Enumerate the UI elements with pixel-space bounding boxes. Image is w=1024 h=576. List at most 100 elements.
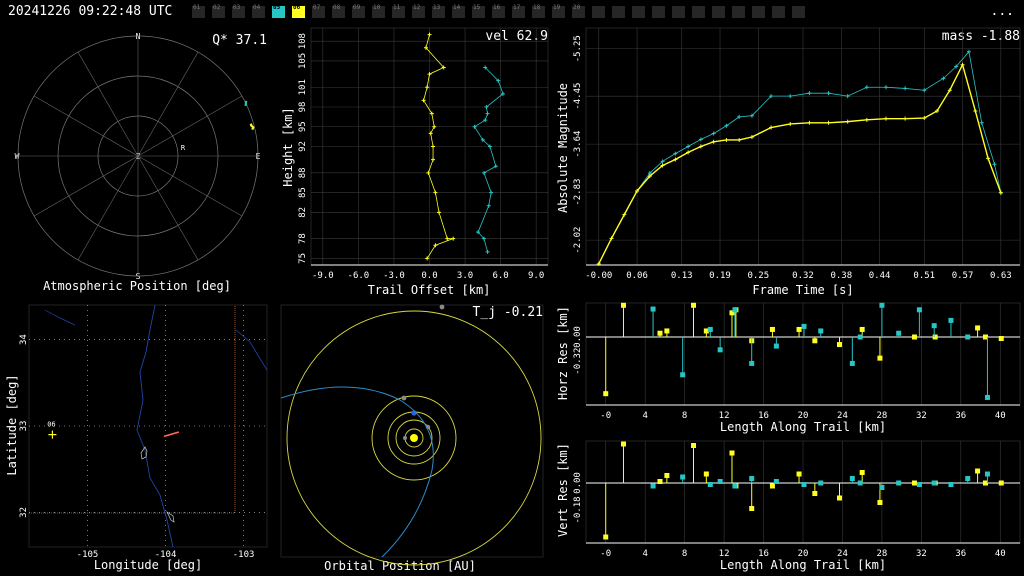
camera-button-slot-31[interactable] bbox=[792, 6, 805, 18]
camera-button-05[interactable]: 05 bbox=[272, 4, 285, 18]
orbit-xlabel: Orbital Position [AU] bbox=[324, 559, 476, 573]
planet-mars bbox=[401, 395, 407, 401]
atmospheric-position-plot[interactable]: Q* 37.1 Atmospheric Position [deg] N S E… bbox=[15, 32, 267, 293]
camera-button-11[interactable]: 11 bbox=[392, 4, 405, 18]
residual-marker-06 bbox=[932, 334, 938, 340]
camera-button-02[interactable]: 02 bbox=[212, 4, 225, 18]
lightcurve-point-06 bbox=[903, 116, 908, 121]
residual-marker-06 bbox=[975, 325, 981, 331]
y-tick-label: 0.00 bbox=[573, 326, 583, 348]
trail-point-05 bbox=[472, 124, 477, 129]
residual-marker-05 bbox=[931, 323, 937, 329]
trail-point-06 bbox=[425, 85, 430, 90]
camera-button-slot-25[interactable] bbox=[672, 6, 685, 18]
x-tick-label: 0.13 bbox=[671, 271, 693, 281]
residual-marker-05 bbox=[916, 482, 922, 487]
magnitude-plot[interactable]: mass -1.88 Frame Time [s] Absolute Magni… bbox=[556, 27, 1021, 297]
camera-button-13[interactable]: 13 bbox=[432, 4, 445, 18]
residual-marker-05 bbox=[749, 476, 755, 481]
camera-button-18[interactable]: 18 bbox=[532, 4, 545, 18]
x-tick-label: 16 bbox=[758, 549, 769, 559]
vertical-residual-plot[interactable]: Length Along Trail [km] Vert Res [km] -0… bbox=[556, 440, 1021, 572]
ground-track bbox=[163, 431, 180, 438]
orbital-position-plot[interactable]: T_j -0.21 Orbital Position [AU] bbox=[280, 304, 544, 573]
residual-marker-05 bbox=[650, 483, 656, 489]
vert-ylabel: Vert Res [km] bbox=[556, 443, 570, 537]
x-tick-label: 0.38 bbox=[830, 271, 852, 281]
more-menu-button[interactable]: ... bbox=[990, 4, 1014, 19]
camera-button-09[interactable]: 09 bbox=[352, 4, 365, 18]
camera-button-17[interactable]: 17 bbox=[512, 4, 525, 18]
residual-marker-05 bbox=[732, 483, 738, 489]
camera-button-16[interactable]: 16 bbox=[492, 4, 505, 18]
camera-button-12[interactable]: 12 bbox=[412, 4, 425, 18]
lightcurve-point-06 bbox=[647, 174, 652, 179]
y-tick-label: 108 bbox=[298, 33, 308, 49]
camera-button-slot-26[interactable] bbox=[692, 6, 705, 18]
x-tick-label: 36 bbox=[955, 549, 966, 559]
trail-point-05 bbox=[480, 137, 485, 142]
camera-button-07[interactable]: 07 bbox=[312, 4, 325, 18]
camera-button-14[interactable]: 14 bbox=[452, 4, 465, 18]
y-tick-label: 0.00 bbox=[573, 472, 583, 494]
camera-button-04[interactable]: 04 bbox=[252, 4, 265, 18]
station-label: 06 bbox=[47, 421, 55, 429]
x-tick-label: 32 bbox=[916, 549, 927, 559]
residual-marker-06 bbox=[729, 450, 735, 456]
lightcurve-point-06 bbox=[622, 212, 627, 217]
camera-button-slot-23[interactable] bbox=[632, 6, 645, 18]
x-tick-label: 4 bbox=[642, 549, 647, 559]
camera-button-slot-30[interactable] bbox=[772, 6, 785, 18]
horizontal-residual-plot[interactable]: Length Along Trail [km] Horz Res [km] -0… bbox=[556, 302, 1021, 434]
camera-button-slot-21[interactable] bbox=[592, 6, 605, 18]
trail-point-06 bbox=[428, 131, 433, 136]
planet-jupiter bbox=[439, 304, 445, 310]
lightcurve-point-05 bbox=[769, 94, 774, 99]
camera-button-slot-28[interactable] bbox=[732, 6, 745, 18]
y-tick-label: 33 bbox=[19, 421, 29, 432]
camera-button-label: 19 bbox=[553, 4, 561, 11]
lightcurve-point-05 bbox=[922, 88, 927, 93]
camera-button-03[interactable]: 03 bbox=[232, 4, 245, 18]
y-tick-label: 75 bbox=[298, 253, 308, 264]
lightcurve-point-06 bbox=[973, 108, 978, 113]
camera-button-slot-27[interactable] bbox=[712, 6, 725, 18]
residual-marker-05 bbox=[896, 330, 902, 336]
x-tick-label: 32 bbox=[916, 411, 927, 421]
camera-button-slot-29[interactable] bbox=[752, 6, 765, 18]
camera-button-slot-22[interactable] bbox=[612, 6, 625, 18]
lightcurve-point-05 bbox=[673, 151, 678, 156]
camera-button-19[interactable]: 19 bbox=[552, 4, 565, 18]
river-branch bbox=[235, 329, 268, 371]
lightcurve-point-05 bbox=[737, 114, 742, 119]
x-tick-label: 0.51 bbox=[913, 271, 935, 281]
camera-button-15[interactable]: 15 bbox=[472, 4, 485, 18]
state-border bbox=[29, 305, 236, 514]
residual-marker-05 bbox=[857, 480, 863, 486]
lightcurve-point-05 bbox=[903, 86, 908, 91]
x-tick-label: -104 bbox=[155, 550, 177, 560]
river-branch bbox=[44, 309, 76, 326]
x-tick-label: 0.57 bbox=[952, 271, 974, 281]
camera-button-01[interactable]: 01 bbox=[192, 4, 205, 18]
azimuth-spoke bbox=[137, 95, 243, 157]
camera-button-label: 01 bbox=[193, 4, 201, 11]
camera-button-08[interactable]: 08 bbox=[332, 4, 345, 18]
camera-button-slot-24[interactable] bbox=[652, 6, 665, 18]
camera-button-20[interactable]: 20 bbox=[572, 4, 585, 18]
camera-button-10[interactable]: 10 bbox=[372, 4, 385, 18]
tj-label: T_j -0.21 bbox=[473, 305, 543, 320]
residual-marker-06 bbox=[620, 302, 626, 308]
camera-button-06[interactable]: 06 bbox=[292, 4, 305, 18]
trail-point-06 bbox=[451, 236, 456, 241]
x-tick-label: 36 bbox=[955, 411, 966, 421]
residual-marker-06 bbox=[911, 334, 917, 340]
lightcurve-point-05 bbox=[698, 137, 703, 142]
x-tick-label: 0.44 bbox=[869, 271, 891, 281]
timestamp: 20241226 09:22:48 UTC bbox=[8, 4, 173, 19]
residual-marker-06 bbox=[975, 468, 981, 474]
mass-label: mass -1.88 bbox=[942, 29, 1020, 44]
y-tick-label: 95 bbox=[298, 121, 308, 132]
trail-offset-plot[interactable]: vel 62.9 Trail Offset [km] Height [km] -… bbox=[281, 27, 549, 297]
map-plot[interactable]: Longitude [deg] Latitude [deg] -105 -104 -… bbox=[5, 304, 268, 572]
